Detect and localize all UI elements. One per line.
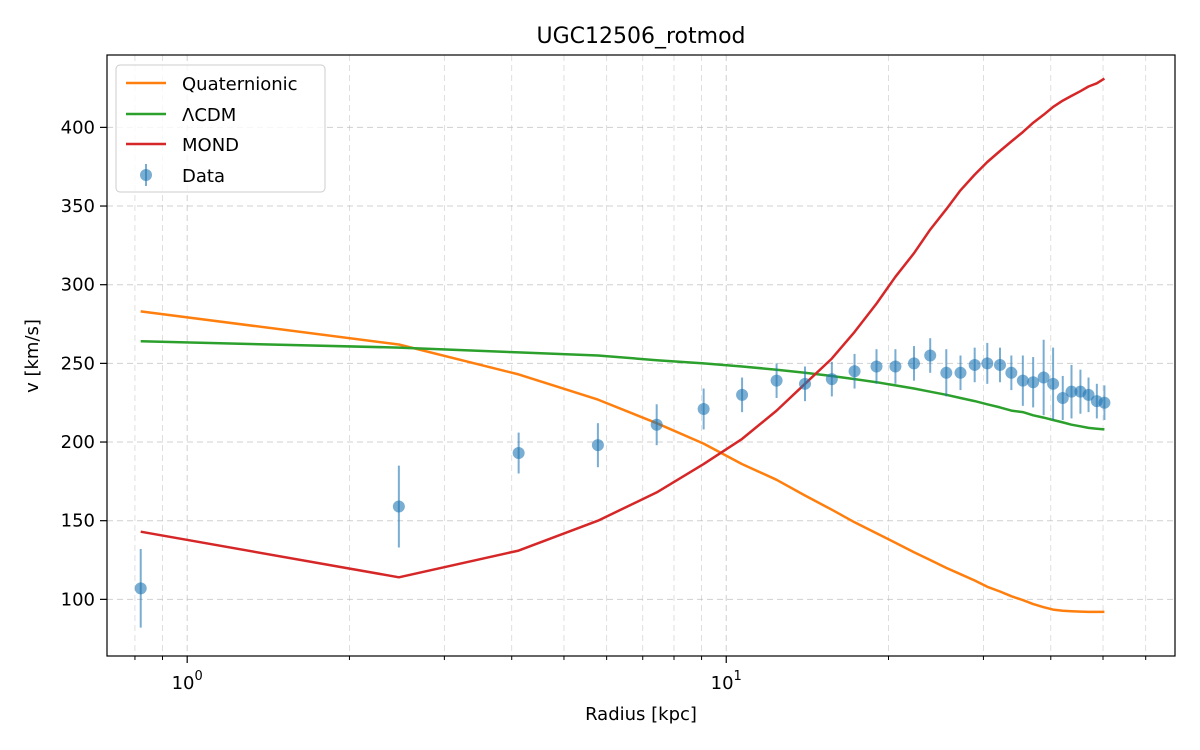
y-tick-label: 300 [61,275,95,296]
series-line-quaternionic [140,310,1105,614]
y-tick-label: 350 [61,196,95,217]
x-tick-label: 101 [711,669,742,694]
y-axis-label: v [km/s] [22,319,43,393]
data-point [770,374,783,387]
data-point [1047,377,1060,390]
y-tick-label: 250 [61,353,95,374]
y-tick-label: 100 [61,589,95,610]
data-point [1056,391,1069,404]
y-tick-label: 200 [61,432,95,453]
data-point [392,500,405,513]
data-point [1082,388,1095,401]
data-point [825,373,838,386]
data-point [1037,371,1050,384]
legend-label-lcdm: ΛCDM [182,105,236,126]
data-point [940,366,953,379]
legend-box [115,64,326,193]
data-point [736,388,749,401]
x-tick-label: 100 [172,669,203,694]
x-axis-label: Radius [kpc] [585,704,697,725]
data-points [134,338,1111,628]
legend-label-quaternionic: Quaternionic [182,74,298,95]
data-point [512,447,525,460]
plot-frame [106,54,1176,657]
legend-label-data: Data [182,166,225,187]
data-point [870,360,883,373]
legend-label-mond: MOND [182,135,239,156]
y-tick-label: 150 [61,511,95,532]
data-point [1005,366,1018,379]
data-point [134,582,147,595]
data-point [1016,374,1029,387]
data-point [1098,396,1111,409]
data-point [1065,385,1078,398]
grid [107,55,1175,656]
legend-swatch-data [140,169,152,181]
data-point [889,360,902,373]
y-tick-label: 400 [61,117,95,138]
data-point [993,358,1006,371]
data-point [697,402,710,415]
data-point [954,366,967,379]
data-point [924,349,937,362]
data-point [1027,376,1040,389]
legend: Quaternionic ΛCDM MOND Data [115,64,326,193]
data-point [907,357,920,370]
data-point [848,365,861,378]
chart-title: UGC12506_rotmod [537,24,746,49]
data-point [968,358,981,371]
data-point [650,418,663,431]
data-point [591,439,604,452]
series-line-mond [140,77,1106,579]
data-point [799,377,812,390]
data-point [981,357,994,370]
ticks: 100 101 100 150 200 250 300 350 400 [61,117,1147,694]
